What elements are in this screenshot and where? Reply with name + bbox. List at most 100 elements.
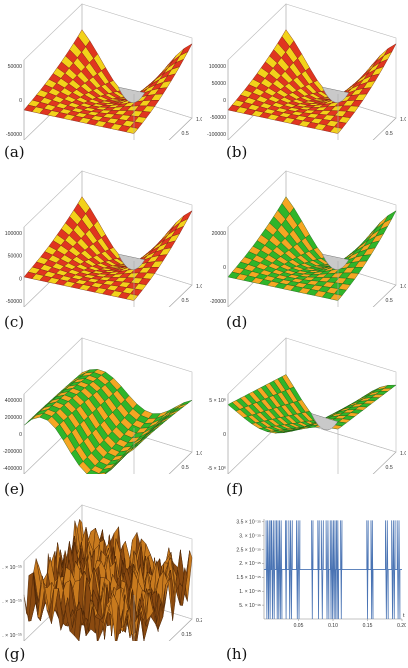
cross-section-cap [117, 86, 146, 103]
surface-mesh [23, 196, 193, 301]
z-tick-label: 5 × 10⁶ [209, 398, 226, 404]
panel-d: 200000-20000-0.50.00.51.01.00.50.0-0.5-1… [204, 167, 408, 334]
tick-labels: 100000500000-50000-100000-0.50.00.51.01.… [207, 64, 406, 138]
y-tick-label: 1.0 [196, 117, 202, 123]
y-tick-label: 0.5 [386, 465, 393, 471]
front-edges [23, 561, 193, 641]
surface-cell [125, 293, 139, 301]
panel-a: 500000-50000-0.50.00.51.01.00.50.0-0.5-1… [0, 0, 204, 167]
caption-e: (e) [4, 480, 25, 498]
cross-section-cap [117, 253, 146, 270]
z-tick-label: 400000 [5, 398, 22, 404]
front-edges [23, 394, 193, 474]
y-tick-label: 3.5 × 10⁻¹⁵ [236, 520, 261, 526]
y-tick-label: 0.5 [386, 298, 393, 304]
z-tick-label: 0 [223, 98, 226, 104]
box-edge [372, 284, 397, 307]
y-tick-label: 1.5 × 10⁻¹⁵ [236, 575, 261, 581]
caption-g: (g) [4, 645, 26, 663]
y-tick-label: 2.5 × 10⁻¹⁵ [236, 547, 261, 553]
tick-labels: 3. × 10⁻¹⁵2. × 10⁻¹⁵1. × 10⁻¹⁵0.000.050.… [2, 565, 202, 639]
z-tick-label: 3. × 10⁻¹⁵ [2, 565, 22, 571]
z-tick-label: 20000 [212, 231, 227, 237]
y-tick-label: 1.0 [400, 451, 406, 457]
front-edges [227, 227, 397, 307]
cross-section-cap [321, 253, 350, 270]
x-axis-label: t [403, 613, 405, 619]
x-tick-label: 0.20 [397, 623, 406, 627]
front-edges [23, 227, 193, 307]
panel-g: 3. × 10⁻¹⁵2. × 10⁻¹⁵1. × 10⁻¹⁵0.000.050.… [0, 501, 204, 668]
caption-c: (c) [4, 313, 25, 331]
z-tick-label: -5 × 10⁶ [208, 466, 226, 472]
caption-a: (a) [4, 143, 25, 161]
box-edge [168, 284, 193, 307]
z-tick-label: 100000 [209, 64, 226, 70]
y-tick-label: 2. × 10⁻¹⁵ [239, 561, 261, 567]
box-edge [168, 451, 193, 474]
surface-mesh [227, 196, 397, 301]
surface-cell [329, 293, 343, 301]
z-tick-label: 0 [19, 432, 22, 438]
line-chart-h: 3.5 × 10⁻¹⁵ 3. × 10⁻¹⁵ 2.5 × 10⁻¹⁵ 2. × 10⁻… [236, 519, 406, 627]
z-tick-label: 0 [19, 98, 22, 104]
cross-section-cap [321, 86, 350, 103]
y-tick-label: 0.5 [182, 298, 189, 304]
surface-plot-c: 100000500000-50000-0.50.00.51.01.00.50.0… [5, 170, 202, 307]
caption-b: (b) [226, 143, 248, 161]
y-tick-label: 0.5 [182, 465, 189, 471]
z-tick-label: -200000 [3, 449, 22, 455]
surface-mesh [227, 374, 397, 434]
box-edge [372, 451, 397, 474]
x-tick-label: 0.10 [328, 623, 338, 627]
surface-mesh [227, 29, 397, 134]
z-tick-label: 50000 [8, 64, 23, 70]
surface-mesh [23, 369, 193, 474]
z-tick-label: 50000 [212, 81, 227, 87]
surface-cell [329, 126, 343, 134]
tick-labels: 500000-50000-0.50.00.51.01.00.50.0-0.5-1… [6, 64, 202, 138]
y-tick-label: 1.0 [400, 284, 406, 290]
surface-plot-d: 200000-20000-0.50.00.51.01.00.50.0-0.5-1… [210, 170, 406, 307]
caption-h: (h) [226, 645, 248, 663]
surface-plot-a: 500000-50000-0.50.00.51.01.00.50.0-0.5-1… [6, 3, 202, 140]
z-tick-label: 2. × 10⁻¹⁵ [2, 599, 22, 605]
z-tick-label: -400000 [3, 466, 22, 472]
y-tick-label: 0.5 [182, 131, 189, 137]
box-edge [168, 117, 193, 140]
caption-f: (f) [226, 480, 244, 498]
panel-c: 100000500000-50000-0.50.00.51.01.00.50.0… [0, 167, 204, 334]
surface-cell [179, 400, 193, 407]
x-tick-label: 0.15 [363, 623, 373, 627]
z-tick-label: -50000 [6, 132, 22, 138]
y-tick-label: 1.0 [400, 117, 406, 123]
surface-cell [125, 445, 139, 455]
y-tick-label: 0.15 [182, 632, 192, 638]
y-tick-label: 0.20 [196, 618, 202, 624]
z-tick-label: -100000 [207, 132, 226, 138]
surface-plot-b: 100000500000-50000-100000-0.50.00.51.01.… [207, 3, 406, 140]
y-tick-label: 1.0 [196, 451, 202, 457]
data-series-line [264, 520, 402, 620]
surface-plot-e: 4000002000000-200000-400000-0.50.00.51.0… [3, 337, 202, 474]
y-tick-label: 0.5 [386, 131, 393, 137]
surface-mesh [23, 518, 193, 641]
box-edge [372, 117, 397, 140]
noise-surface-plot-g: 3. × 10⁻¹⁵2. × 10⁻¹⁵1. × 10⁻¹⁵0.000.050.… [2, 504, 202, 641]
x-tick-label: 0.05 [294, 623, 304, 627]
z-tick-label: -50000 [210, 115, 226, 121]
z-tick-label: 0 [19, 276, 22, 282]
tick-labels: 200000-20000-0.50.00.51.01.00.50.0-0.5-1… [210, 231, 406, 305]
front-edges [23, 60, 193, 140]
surface-cell [129, 606, 137, 640]
z-tick-label: 50000 [8, 254, 23, 260]
z-tick-label: -50000 [6, 299, 22, 305]
z-tick-label: 0 [223, 432, 226, 438]
y-tick-label: 3. × 10⁻¹⁵ [239, 533, 261, 539]
front-edges [227, 394, 397, 474]
tick-labels: 100000500000-50000-0.50.00.51.01.00.50.0… [5, 231, 202, 305]
cross-section-cap [310, 413, 339, 431]
y-tick-label: 1.0 [196, 284, 202, 290]
